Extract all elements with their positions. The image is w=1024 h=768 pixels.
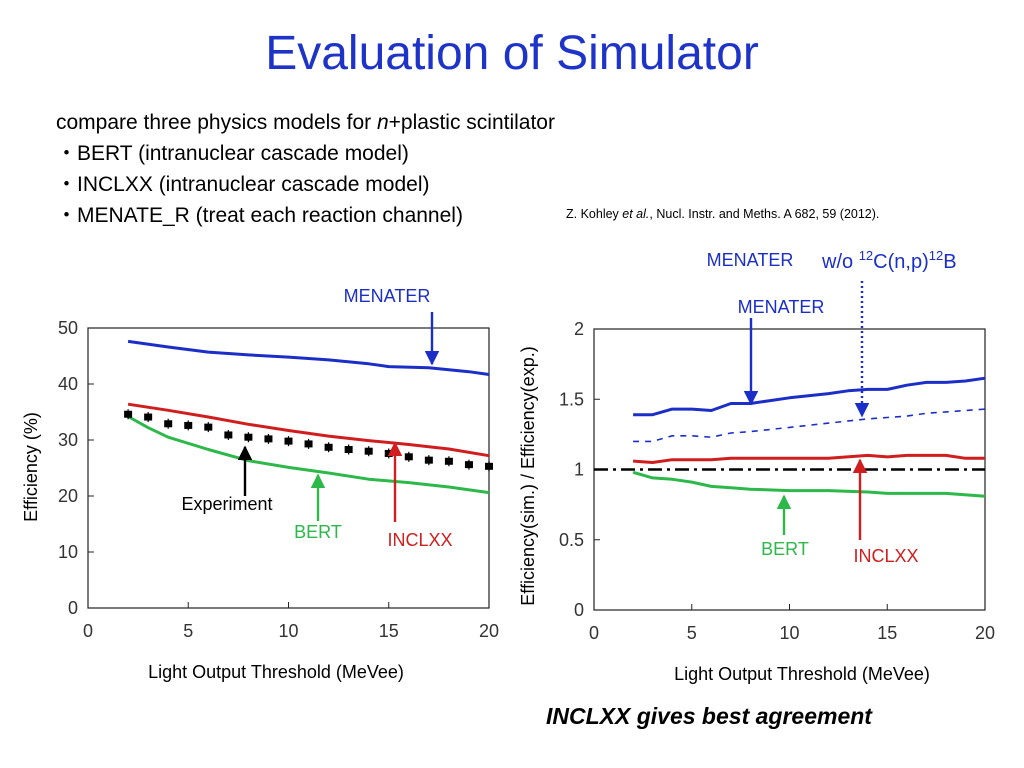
bullet-bert: ・BERT (intranuclear cascade model): [56, 142, 409, 165]
x-axis-label: Light Output Threshold (MeVee): [148, 662, 404, 682]
y-tick-label: 20: [58, 486, 78, 506]
label-bert: BERT: [761, 539, 809, 559]
experiment-point: [384, 449, 393, 457]
x-tick-label: 5: [183, 621, 193, 641]
series-group: [594, 376, 986, 498]
bullet-inclxx: ・INCLXX (intranuclear cascade model): [56, 173, 430, 196]
experiment-point: [284, 437, 293, 445]
experiment-point: [264, 435, 273, 443]
y-tick-label: 1.5: [559, 389, 584, 409]
label-menater-wo: MENATER: [707, 250, 794, 270]
y-tick-label: 0: [68, 598, 78, 618]
experiment-point: [464, 461, 473, 469]
y-tick-label: 10: [58, 542, 78, 562]
y-tick-label: 40: [58, 374, 78, 394]
x-tick-label: 0: [589, 623, 599, 643]
y-axis-label: Efficiency (%): [21, 412, 41, 522]
series-bert: [127, 415, 490, 495]
slide-title: Evaluation of Simulator: [265, 27, 759, 80]
x-tick-label: 10: [278, 621, 298, 641]
bullet-menater: ・MENATE_R (treat each reaction channel): [56, 204, 463, 227]
wo-product: B: [943, 251, 956, 273]
reference: Z. Kohley et al., Nucl. Instr. and Meths…: [566, 207, 879, 221]
reference-prefix: Z. Kohley: [566, 207, 623, 221]
experiment-point: [204, 423, 213, 431]
label-menater: MENATER: [344, 286, 431, 306]
experiment-point: [244, 433, 253, 441]
label-bert: BERT: [294, 522, 342, 542]
wo-mass-2: 12: [929, 248, 943, 263]
label-inclxx: INCLXX: [387, 530, 452, 550]
x-tick-label: 10: [779, 623, 799, 643]
label-wo-reaction: w/o 12C(n,p)12B: [821, 248, 957, 273]
chart-efficiency-ratio: 0 5 10 15 20 0 0.5 1 1.5 2 Light Output Threshold…: [518, 248, 995, 684]
label-menater: MENATER: [738, 297, 825, 317]
y-tick-label: 0.5: [559, 530, 584, 550]
experiment-point: [444, 457, 453, 465]
experiment-point: [324, 443, 333, 451]
experiment-point: [364, 447, 373, 455]
experiment-point: [164, 420, 173, 428]
experiment-point: [344, 446, 353, 454]
reference-italic: et al.: [622, 207, 650, 221]
chart-efficiency: 0 5 10 15 20 0 10 20 30 40 50 Light Output Thresho…: [21, 286, 499, 682]
conclusion: INCLXX gives best agreement: [546, 703, 872, 729]
x-tick-label: 0: [83, 621, 93, 641]
y-tick-label: 50: [58, 318, 78, 338]
y-tick-label: 1: [574, 460, 584, 480]
series-inclxx: [127, 402, 490, 458]
x-tick-label: 20: [479, 621, 499, 641]
bullet-list: compare three physics models for n+plast…: [56, 107, 555, 231]
experiment-point: [424, 456, 433, 464]
experiment-point: [304, 440, 313, 448]
series-menater-wo: [633, 408, 986, 443]
y-axis-label: Efficiency(sim.) / Efficiency(exp.): [518, 346, 538, 605]
axis-ticks: 0 5 10 15 20 0 10 20 30 40 50: [58, 318, 499, 641]
wo-mass-1: 12: [859, 248, 873, 263]
x-tick-label: 15: [379, 621, 399, 641]
x-tick-label: 5: [687, 623, 697, 643]
experiment-point: [224, 431, 233, 439]
x-tick-label: 15: [877, 623, 897, 643]
intro-line: compare three physics models for n+plast…: [56, 107, 555, 138]
intro-italic: n: [376, 111, 389, 134]
y-tick-label: 0: [574, 600, 584, 620]
axis-ticks: 0 5 10 15 20 0 0.5 1 1.5 2: [559, 319, 995, 643]
label-inclxx: INCLXX: [853, 546, 918, 566]
intro-prefix: compare three physics models for: [56, 111, 377, 134]
experiment-point: [124, 410, 133, 418]
experiment-point: [404, 453, 413, 461]
experiment-point: [184, 421, 193, 429]
reference-suffix: , Nucl. Instr. and Meths. A 682, 59 (201…: [649, 207, 880, 221]
experiment-point: [485, 462, 493, 470]
x-axis-label: Light Output Threshold (MeVee): [674, 664, 930, 684]
y-tick-label: 30: [58, 430, 78, 450]
series-menater: [127, 339, 490, 376]
wo-prefix: w/o: [821, 251, 859, 273]
x-tick-label: 20: [975, 623, 995, 643]
label-experiment: Experiment: [181, 494, 272, 514]
series-bert: [632, 470, 986, 498]
series-group: [124, 339, 493, 495]
wo-reaction: C(n,p): [873, 251, 929, 273]
experiment-point: [144, 413, 153, 421]
intro-suffix: +plastic scintilator: [388, 111, 555, 134]
y-tick-label: 2: [574, 319, 584, 339]
series-menater: [633, 376, 986, 417]
series-inclxx: [632, 453, 985, 464]
